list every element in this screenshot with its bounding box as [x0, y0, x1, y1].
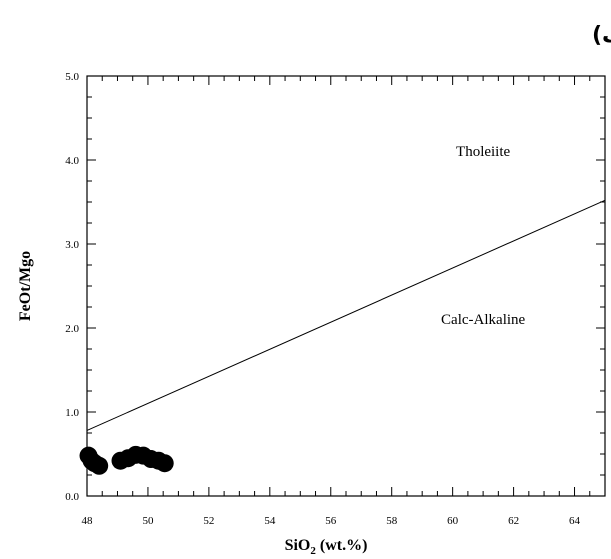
y-axis-label: FeOt/Mgo [17, 251, 34, 321]
region-label: Tholeiite [456, 144, 510, 160]
data-point [90, 456, 109, 475]
region-labels: Tholeiite Calc-Alkaline [441, 144, 525, 328]
y-tick-label: 2.0 [65, 323, 79, 335]
x-tick-label: 62 [508, 515, 519, 527]
x-tick-label: 60 [447, 515, 459, 527]
y-tick-label: 4.0 [65, 155, 79, 167]
y-tick-label: 5.0 [65, 71, 79, 83]
x-tick-label: 64 [569, 515, 581, 527]
axis-labels: SiO2 (wt.%) FeOt/Mgo [17, 251, 368, 557]
x-tick-label: 56 [325, 515, 337, 527]
x-tick-label: 52 [203, 515, 214, 527]
data-points [79, 445, 174, 475]
x-tick-label: 54 [264, 515, 276, 527]
x-tick-label: 48 [82, 515, 94, 527]
plot-frame [86, 75, 606, 497]
boundary-line-group [86, 199, 606, 431]
data-point [155, 454, 174, 473]
region-label: Calc-Alkaline [441, 312, 525, 328]
panel-label: (الف) [592, 23, 611, 48]
y-tick-label: 0.0 [65, 491, 79, 503]
axis-ticks: 48 50 52 54 56 58 60 62 64 0.0 1.0 2.0 3.0 4.0 5.0 [65, 71, 606, 527]
y-tick-label: 3.0 [65, 239, 79, 251]
x-tick-label: 50 [142, 515, 154, 527]
x-axis-label: SiO2 (wt.%) [285, 537, 368, 554]
tholeiite-calc-alkaline-boundary [86, 199, 606, 431]
y-tick-label: 1.0 [65, 407, 79, 419]
x-tick-label: 58 [386, 515, 398, 527]
